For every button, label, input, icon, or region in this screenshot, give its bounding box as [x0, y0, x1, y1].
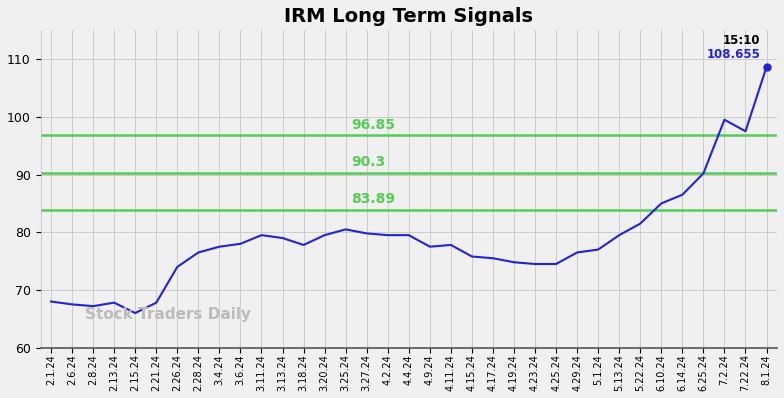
- Text: 108.655: 108.655: [706, 48, 760, 61]
- Text: Stock Traders Daily: Stock Traders Daily: [85, 307, 251, 322]
- Title: IRM Long Term Signals: IRM Long Term Signals: [285, 7, 533, 26]
- Text: 83.89: 83.89: [351, 192, 396, 206]
- Text: 96.85: 96.85: [351, 117, 396, 132]
- Text: 90.3: 90.3: [351, 155, 386, 170]
- Text: 15:10: 15:10: [723, 34, 760, 47]
